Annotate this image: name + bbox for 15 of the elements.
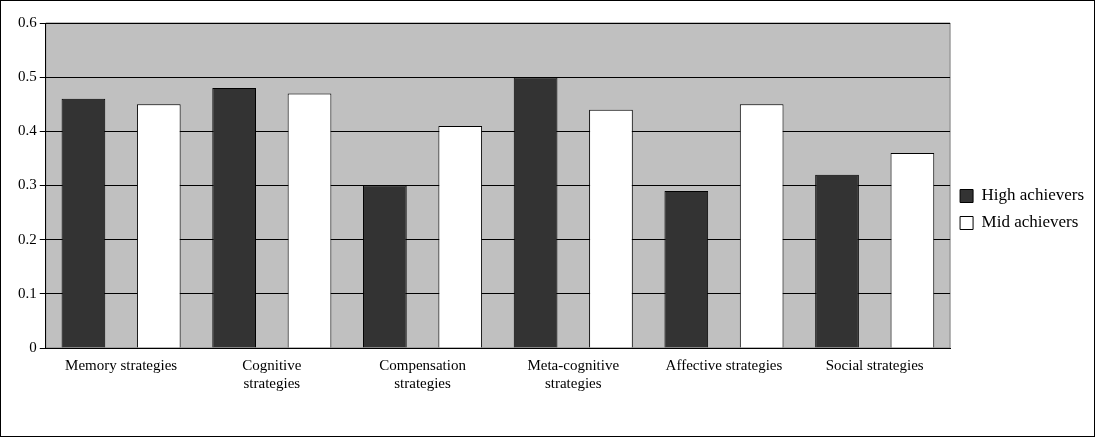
x-tick-label: Cognitive strategies: [242, 356, 302, 391]
y-tick-label: 0.1: [18, 284, 37, 301]
x-tick-label: Affective strategies: [665, 356, 783, 373]
y-tick-label: 0.5: [18, 68, 37, 85]
x-tick-label: Meta-cognitive strategies: [527, 356, 620, 391]
legend-label: High achievers: [981, 185, 1085, 205]
y-tick-label: 0: [29, 338, 37, 355]
y-tick-label: 0.4: [18, 122, 38, 139]
y-tick-label: 0.3: [18, 176, 37, 193]
x-tick-label: Social strategies: [825, 356, 924, 373]
legend-label: Mid achievers: [981, 212, 1079, 232]
x-tick-label: Memory strategies: [65, 356, 178, 373]
x-tick-label: Compensation strategies: [379, 356, 467, 391]
y-tick-label: 0.2: [18, 230, 37, 247]
y-tick-label: 0.6: [18, 13, 38, 30]
